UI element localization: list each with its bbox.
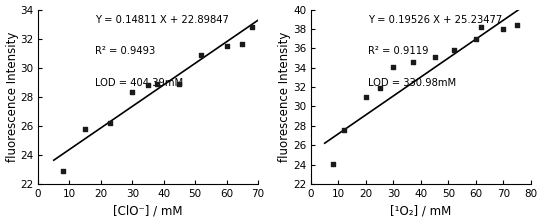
Point bbox=[197, 53, 206, 56]
Point bbox=[450, 48, 458, 52]
Point bbox=[430, 55, 439, 59]
Point bbox=[408, 60, 417, 64]
Point bbox=[339, 128, 348, 132]
Point bbox=[106, 121, 115, 125]
Point bbox=[238, 43, 247, 46]
Point bbox=[362, 95, 370, 99]
Point bbox=[175, 83, 184, 86]
Y-axis label: fluorescence Intensity: fluorescence Intensity bbox=[5, 32, 18, 162]
Text: R² = 0.9493: R² = 0.9493 bbox=[95, 46, 155, 56]
Point bbox=[222, 44, 231, 48]
Text: R² = 0.9119: R² = 0.9119 bbox=[368, 46, 428, 56]
Point bbox=[329, 162, 337, 165]
Point bbox=[477, 25, 486, 29]
Text: LOD = 404.39mM: LOD = 404.39mM bbox=[95, 78, 184, 88]
Point bbox=[375, 86, 384, 90]
Point bbox=[81, 127, 90, 130]
Point bbox=[513, 23, 521, 27]
Text: LOD = 330.98mM: LOD = 330.98mM bbox=[368, 78, 456, 88]
Point bbox=[499, 27, 508, 31]
X-axis label: [¹O₂] / mM: [¹O₂] / mM bbox=[390, 204, 452, 217]
Y-axis label: fluorescence Intensity: fluorescence Intensity bbox=[279, 32, 292, 162]
Point bbox=[248, 25, 256, 29]
Point bbox=[471, 37, 480, 40]
X-axis label: [ClO⁻] / mM: [ClO⁻] / mM bbox=[113, 204, 183, 217]
Text: Y = 0.19526 X + 25.23477: Y = 0.19526 X + 25.23477 bbox=[368, 15, 502, 25]
Point bbox=[389, 65, 398, 68]
Point bbox=[59, 169, 67, 173]
Point bbox=[128, 91, 137, 94]
Point bbox=[153, 82, 162, 85]
Point bbox=[144, 83, 153, 87]
Text: Y = 0.14811 X + 22.89847: Y = 0.14811 X + 22.89847 bbox=[95, 15, 229, 25]
